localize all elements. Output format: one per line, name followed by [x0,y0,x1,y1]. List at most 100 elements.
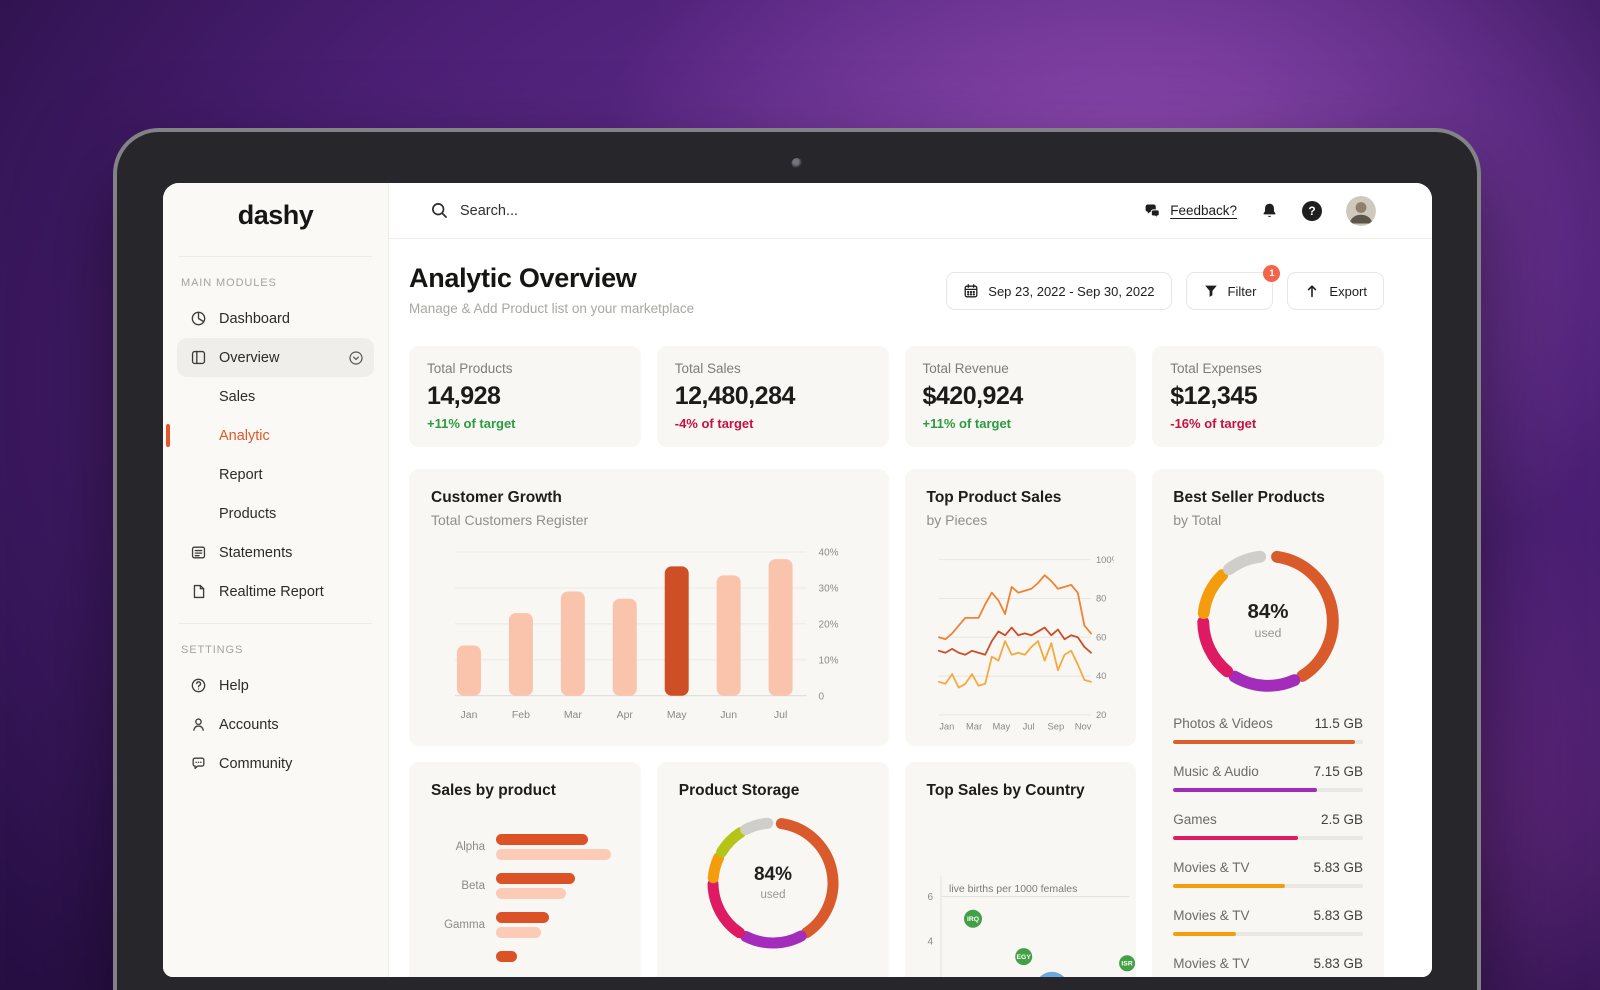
export-icon [1308,285,1317,298]
divider [179,256,372,257]
svg-text:Jul: Jul [774,710,787,721]
kpi-card: Total Expenses $12,345 -16% of target [1152,346,1384,447]
icon-placeholder [190,388,207,405]
storage-label: Movies & TV [1173,956,1250,971]
avatar-photo [1346,195,1376,226]
sidebar-item-community[interactable]: Community [177,744,374,783]
storage-row-header: Games 2.5 GB [1173,812,1363,827]
chart-title: Product Storage [678,782,800,799]
storage-value: 11.5 GB [1314,716,1363,731]
question-icon: ? [1302,200,1322,221]
svg-text:40%: 40% [819,547,839,558]
logo-text: dashy [237,200,314,230]
svg-text:Jan: Jan [939,722,954,732]
divider [179,623,372,624]
main-panel: Analytic Overview Manage & Add Product l… [389,239,1432,977]
svg-text:EGY: EGY [1016,954,1031,961]
svg-text:May: May [992,722,1010,732]
svg-text:Sep: Sep [1047,722,1064,732]
sidebar-item-label: Help [219,677,249,694]
search-icon [432,203,447,218]
date-range-button[interactable]: Sep 23, 2022 - Sep 30, 2022 [946,272,1172,310]
product-bar-current [496,912,549,923]
product-bars [496,834,619,860]
storage-bar-fill [1173,836,1299,840]
feedback-button[interactable]: Feedback? [1144,202,1237,219]
sidebar-item-dashboard[interactable]: Dashboard [177,299,374,338]
svg-text:Apr: Apr [617,710,634,721]
sales-by-product-card: Sales by product Alpha Beta Gamma [409,762,641,977]
notifications-button[interactable] [1261,202,1278,219]
storage-row-header: Movies & TV 5.83 GB [1173,860,1363,875]
icon-placeholder [190,427,207,444]
sidebar-item-label: Products [219,505,277,522]
svg-text:4: 4 [927,937,933,948]
sidebar-item-analytic[interactable]: Analytic [166,416,374,455]
avatar[interactable] [1346,195,1376,226]
sidebar-item-realtime-report[interactable]: Realtime Report [177,572,374,611]
product-label: Gamma [444,919,485,931]
statements-icon [190,544,207,561]
storage-row-header: Movies & TV 5.83 GB [1173,956,1363,971]
svg-text:6: 6 [927,892,933,903]
kpi-value: $12,345 [1170,382,1258,410]
storage-label: Music & Audio [1173,764,1259,779]
storage-row: Movies & TV 5.83 GB [1173,956,1363,977]
calendar-icon [964,284,978,298]
svg-text:Jul: Jul [1022,722,1034,732]
kpi-label: Total Expenses [1170,361,1262,376]
sidebar-item-report[interactable]: Report [177,455,374,494]
storage-row: Music & Audio 7.15 GB [1173,764,1363,792]
sidebar-item-sales[interactable]: Sales [177,377,374,416]
svg-text:used: used [1255,626,1282,640]
chevron-down-icon[interactable] [348,350,364,366]
sidebar-item-label: Community [219,755,293,772]
svg-text:Mar: Mar [965,722,981,732]
icon-placeholder [190,505,207,522]
storage-bar-fill [1173,788,1318,792]
sidebar-item-help[interactable]: Help [177,666,374,705]
customer-growth-card: Customer Growth Total Customers Register… [409,469,889,746]
kpi-value: 12,480,284 [674,382,796,410]
storage-value: 5.83 GB [1313,908,1363,923]
sidebar-item-statements[interactable]: Statements [177,533,374,572]
svg-text:10%: 10% [819,655,839,666]
storage-value: 7.15 GB [1313,764,1363,779]
kpi-delta: -4% of target [674,416,754,431]
kpi-delta: +11% of target [922,416,1012,431]
feedback-icon [1145,204,1160,219]
help-icon [190,677,207,694]
export-button[interactable]: Export [1287,272,1384,310]
filter-button[interactable]: Filter 1 [1185,265,1281,310]
storage-row-header: Movies & TV 5.83 GB [1173,908,1363,923]
realtime-report-icon [190,583,207,600]
storage-value: 2.5 GB [1320,812,1363,827]
sidebar-item-products[interactable]: Products [177,494,374,533]
filter-icon [1204,285,1217,297]
bell-icon [1263,203,1276,218]
webcam-dot [791,158,803,169]
svg-text:30%: 30% [819,583,839,594]
chart-title: Sales by product [431,782,556,799]
product-bar-current [496,834,589,845]
storage-row-header: Photos & Videos 11.5 GB [1173,716,1363,731]
help-button[interactable]: ? [1302,200,1322,221]
chart-title: Best Seller Products [1173,489,1325,506]
storage-row: Movies & TV 5.83 GB [1173,860,1363,888]
sidebar-section-heading: SETTINGS [181,644,244,656]
storage-list: Photos & Videos 11.5 GB Music & Audio 7.15 … [1173,716,1363,977]
filter-label: Filter [1227,283,1257,299]
product-bar-previous [496,927,542,938]
screen: dashy MAIN MODULES Dashboard Overview Sales… [163,183,1432,977]
search-input[interactable]: Search... [431,202,1144,219]
community-icon [190,755,207,772]
sales-by-product-chart: Alpha Beta Gamma [431,834,619,962]
kpi-label: Total Revenue [922,361,1009,376]
sidebar-item-accounts[interactable]: Accounts [177,705,374,744]
sidebar-item-label: Accounts [219,716,279,733]
sidebar-item-overview[interactable]: Overview [177,338,374,377]
app-logo[interactable]: dashy [163,183,388,244]
storage-value: 5.83 GB [1313,860,1363,875]
product-bar-previous [496,888,566,899]
top-product-sales-chart: 100% 80 60 40 20 Jan Mar May Jul Sep Nov [937,555,1114,732]
